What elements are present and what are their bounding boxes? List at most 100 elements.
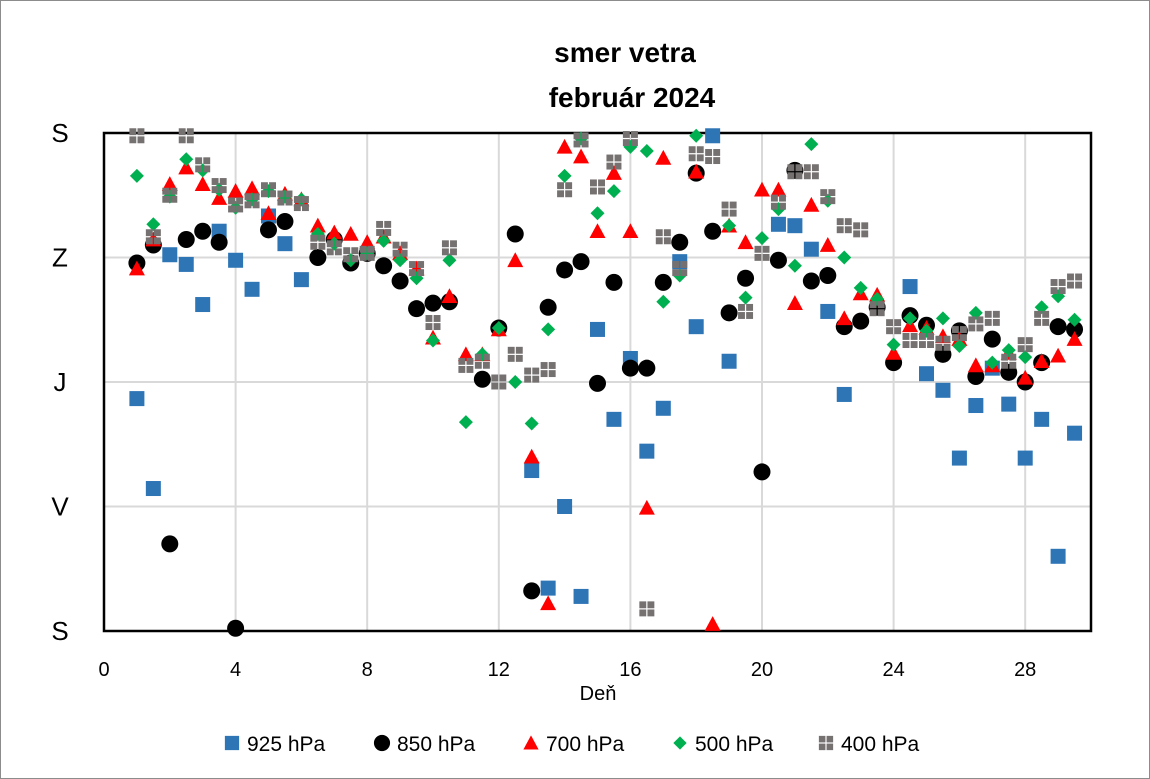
data-point xyxy=(1017,450,1033,466)
data-point xyxy=(359,234,376,250)
data-point xyxy=(622,131,638,147)
data-point xyxy=(786,295,803,310)
data-point xyxy=(672,261,688,277)
data-point xyxy=(128,260,145,276)
data-point xyxy=(539,298,557,316)
data-point xyxy=(1001,353,1017,369)
data-point xyxy=(968,316,984,332)
x-tick-label: 28 xyxy=(1014,659,1036,681)
data-point xyxy=(556,138,573,154)
data-point xyxy=(1033,353,1050,369)
legend-marker-icon xyxy=(373,734,391,752)
data-point xyxy=(1066,331,1083,346)
data-point xyxy=(145,481,161,497)
data-point xyxy=(244,193,260,209)
data-point xyxy=(178,159,195,175)
data-point xyxy=(146,217,161,232)
data-point xyxy=(227,183,244,198)
data-point xyxy=(426,333,440,348)
data-point xyxy=(572,253,590,271)
data-point xyxy=(622,223,639,239)
data-point xyxy=(638,499,655,515)
data-point xyxy=(853,280,868,295)
data-point xyxy=(919,333,934,348)
data-point xyxy=(1067,312,1082,327)
data-point xyxy=(508,375,523,389)
data-point xyxy=(770,216,786,232)
data-point xyxy=(161,176,178,191)
data-point xyxy=(376,220,392,236)
data-point xyxy=(277,236,293,252)
data-point xyxy=(983,330,1001,348)
data-point xyxy=(506,225,524,243)
data-point xyxy=(457,346,474,362)
legend: 925 hPa 850 hPa 700 hPa 500 hPa 400 hPa xyxy=(224,733,920,756)
data-point xyxy=(819,266,837,284)
data-point xyxy=(738,290,753,305)
data-point xyxy=(1018,350,1033,365)
data-point xyxy=(491,321,506,336)
data-point xyxy=(375,257,393,275)
legend-marker-icon xyxy=(224,735,240,751)
legend-item: 500 hPa xyxy=(673,733,774,756)
data-point xyxy=(722,218,737,233)
data-point xyxy=(869,301,885,317)
data-point xyxy=(655,149,672,165)
data-point xyxy=(557,499,573,514)
data-point xyxy=(261,182,276,198)
data-point xyxy=(129,391,145,407)
data-point xyxy=(1067,273,1083,289)
data-point xyxy=(804,137,819,152)
data-point xyxy=(803,241,819,257)
data-point xyxy=(688,163,705,179)
data-point xyxy=(671,233,689,251)
data-point xyxy=(573,132,589,148)
data-point xyxy=(1066,320,1084,338)
data-point xyxy=(376,233,391,248)
data-point xyxy=(260,205,277,221)
data-point xyxy=(359,245,375,261)
data-point xyxy=(228,252,244,268)
data-point xyxy=(391,272,409,290)
data-point xyxy=(704,616,721,631)
data-point xyxy=(228,197,244,213)
data-point xyxy=(605,165,622,180)
x-tick-label: 16 xyxy=(619,659,641,681)
data-point xyxy=(276,213,294,231)
series-400-hpa xyxy=(129,128,1083,617)
data-point xyxy=(967,357,984,373)
data-point xyxy=(770,194,786,210)
data-point xyxy=(951,326,967,342)
y-tick-label: V xyxy=(51,492,69,522)
data-point xyxy=(178,256,194,272)
data-point xyxy=(589,223,606,239)
data-point xyxy=(507,346,523,362)
data-point xyxy=(179,152,194,167)
data-point xyxy=(1001,343,1016,358)
data-point xyxy=(720,304,738,322)
data-point xyxy=(557,182,573,198)
data-point xyxy=(1017,369,1034,385)
data-point xyxy=(309,249,327,266)
data-point xyxy=(755,231,769,246)
data-point xyxy=(902,279,918,295)
data-point xyxy=(590,321,605,337)
data-point xyxy=(803,164,819,180)
data-point xyxy=(952,339,967,354)
data-point xyxy=(244,180,261,196)
data-point xyxy=(738,303,754,319)
data-point xyxy=(836,386,852,402)
data-point xyxy=(1050,548,1066,564)
data-point xyxy=(507,252,524,268)
data-point xyxy=(408,300,426,318)
data-point xyxy=(655,400,671,416)
data-point xyxy=(178,128,194,144)
data-point xyxy=(1050,347,1067,363)
x-tick-label: 0 xyxy=(98,659,109,681)
data-point xyxy=(951,450,967,466)
data-point xyxy=(836,218,852,234)
data-point xyxy=(935,335,951,351)
data-point xyxy=(392,241,408,257)
data-point xyxy=(145,229,161,245)
legend-label: 700 hPa xyxy=(546,733,625,756)
